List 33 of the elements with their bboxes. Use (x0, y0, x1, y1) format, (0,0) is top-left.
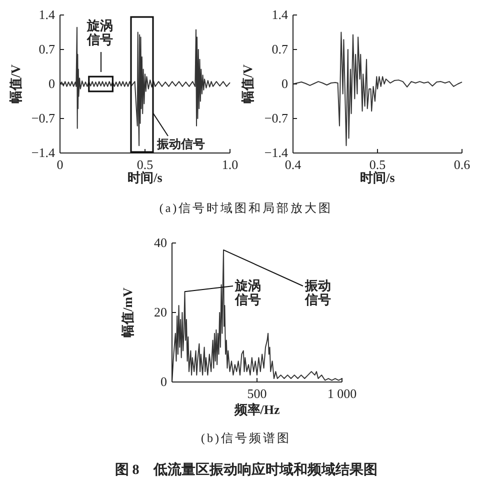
x-tick-label: 1 000 (327, 386, 357, 401)
y-tick-label: 0.7 (38, 42, 56, 56)
x-axis-title: 时间/s (360, 170, 395, 185)
x-axis-title: 频率/Hz (233, 402, 280, 417)
y-tick-label: 0 (48, 76, 55, 91)
x-tick-label: 0.5 (369, 157, 386, 172)
y-tick-label: −0.7 (264, 110, 288, 126)
y-tick-label: 1.4 (38, 7, 56, 22)
y-tick-label: −1.4 (264, 145, 288, 160)
y-tick-label: −1.4 (31, 145, 56, 160)
x-tick-label: 500 (247, 386, 267, 401)
y-axis-title: 幅值/mV (120, 286, 135, 338)
annotation: 振动信号 (156, 137, 205, 151)
y-tick-label: 0 (160, 374, 167, 389)
y-tick-label: 1.4 (272, 7, 288, 22)
x-axis-title: 时间/s (128, 170, 162, 185)
annotation: 旋涡信号 (86, 18, 113, 47)
y-tick-label: 20 (154, 304, 167, 320)
y-axis-title: 幅值/V (240, 64, 255, 104)
y-tick-label: 0.7 (272, 42, 288, 56)
y-tick-label: −0.7 (31, 110, 56, 126)
text: (a)信号时域图和局部放大图 (159, 201, 333, 215)
x-tick-label: 0.4 (284, 157, 302, 172)
y-axis-title: 幅值/V (8, 64, 23, 104)
y-tick-label: 0 (282, 76, 288, 91)
annotation: 振动信号 (304, 278, 331, 307)
x-tick-label: 1.0 (222, 157, 238, 172)
caption: 图 8 低流量区振动响应时域和频域结果图 (114, 461, 378, 478)
x-tick-label: 0.5 (136, 157, 154, 172)
x-tick-label: 0.6 (454, 157, 471, 172)
annotation: 旋涡信号 (234, 278, 261, 307)
text: (b)信号频谱图 (201, 431, 291, 445)
y-tick-label: 40 (154, 235, 167, 250)
